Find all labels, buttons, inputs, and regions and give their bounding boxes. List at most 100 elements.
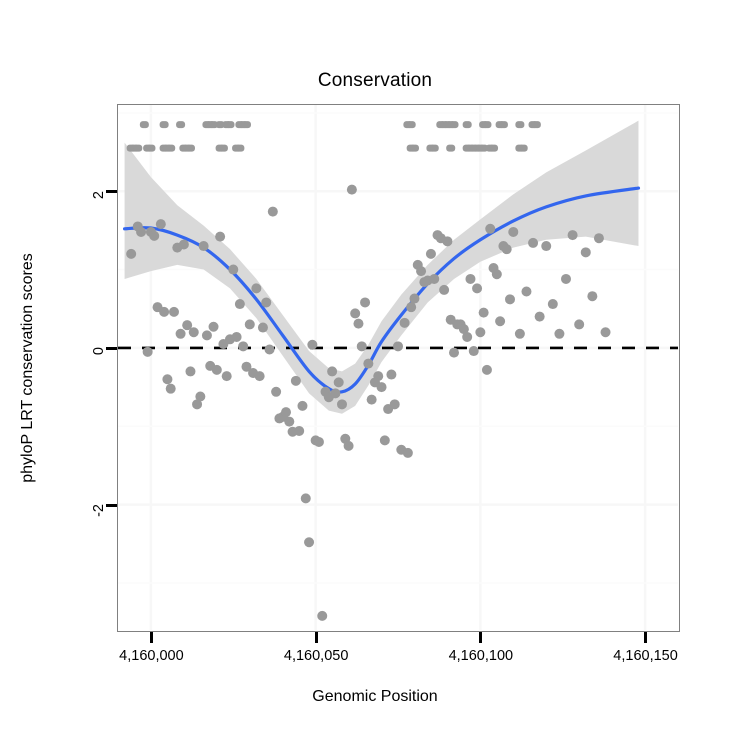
data-point [294,425,305,436]
rug-mark [479,144,489,152]
data-point [508,226,519,237]
data-point [567,230,578,241]
data-point [366,394,377,405]
data-point [264,344,275,355]
y-axis-tick [106,190,117,194]
data-point [254,371,265,382]
data-point [284,416,295,427]
data-point [439,284,450,295]
data-point [142,346,153,357]
x-axis-tick-label: 4,160,050 [283,648,349,664]
x-axis-tick [314,632,318,643]
data-point [429,273,440,284]
data-point [208,321,219,332]
data-point [442,236,453,247]
data-point [587,291,598,302]
data-point [478,307,489,318]
rug-mark [146,144,156,152]
x-axis-tick-label: 4,160,150 [613,648,678,664]
data-point [241,361,252,372]
data-point [126,248,137,259]
data-point [373,371,384,382]
data-point [363,358,374,369]
data-point [228,264,239,275]
rug-mark [139,121,149,129]
data-point [195,391,206,402]
data-point [267,206,278,217]
plot-panel [117,104,680,632]
data-point [215,231,226,242]
rug-mark [489,144,499,152]
data-point [491,269,502,280]
rug-mark [215,121,225,129]
data-point [360,297,371,308]
data-point [162,374,173,385]
data-point [393,341,403,352]
data-point [198,241,209,252]
data-point [136,226,147,237]
data-point [402,447,413,458]
data-point [281,407,291,418]
data-point [330,388,341,399]
data-point [534,311,545,322]
data-point [313,436,324,447]
rug-mark [241,121,251,129]
data-point [290,375,301,386]
data-point [304,537,315,548]
rug-mark [209,121,219,129]
data-point [376,382,387,393]
rug-mark [218,144,228,152]
rug-mark [498,121,508,129]
rug-row-lower [126,144,528,152]
data-point [165,383,176,394]
y-axis-tick-label: -2 [91,504,107,518]
rug-mark [185,144,195,152]
rug-mark [176,121,186,129]
data-point [521,286,532,297]
x-axis-tick [644,632,648,643]
rug-mark [449,121,459,129]
data-point [389,399,400,410]
x-axis-tick [479,632,483,643]
data-point [600,327,611,338]
data-point [350,308,361,319]
data-point [449,347,459,358]
rug-mark [446,144,456,152]
data-point [261,297,272,308]
data-point [185,366,196,377]
data-point [416,266,427,277]
data-point [399,317,410,328]
data-point [159,306,170,317]
loess-curve [122,186,641,394]
rug-mark [406,121,416,129]
data-point [188,327,199,338]
data-point [346,184,357,195]
data-point [528,237,539,248]
rug-mark [225,121,235,129]
data-point [300,493,311,504]
data-point [462,331,473,342]
data-point [356,341,367,352]
scatter-points [126,184,611,621]
data-point [379,435,390,446]
data-point [561,273,571,284]
data-point [501,244,512,255]
rug-mark [235,144,245,152]
data-point [155,219,166,230]
data-point [238,341,249,352]
data-point [343,440,354,451]
data-point [231,331,242,342]
data-point [221,371,232,382]
data-point [211,364,222,375]
data-point [251,283,262,294]
data-point [554,328,565,339]
data-point [201,330,212,341]
y-axis-title: phyloP LRT conservation scores [19,253,36,483]
data-point [472,283,483,294]
rug-mark [531,121,541,129]
data-point [485,223,496,234]
data-point [593,233,604,244]
data-point [317,610,328,621]
rug-mark [462,121,472,129]
